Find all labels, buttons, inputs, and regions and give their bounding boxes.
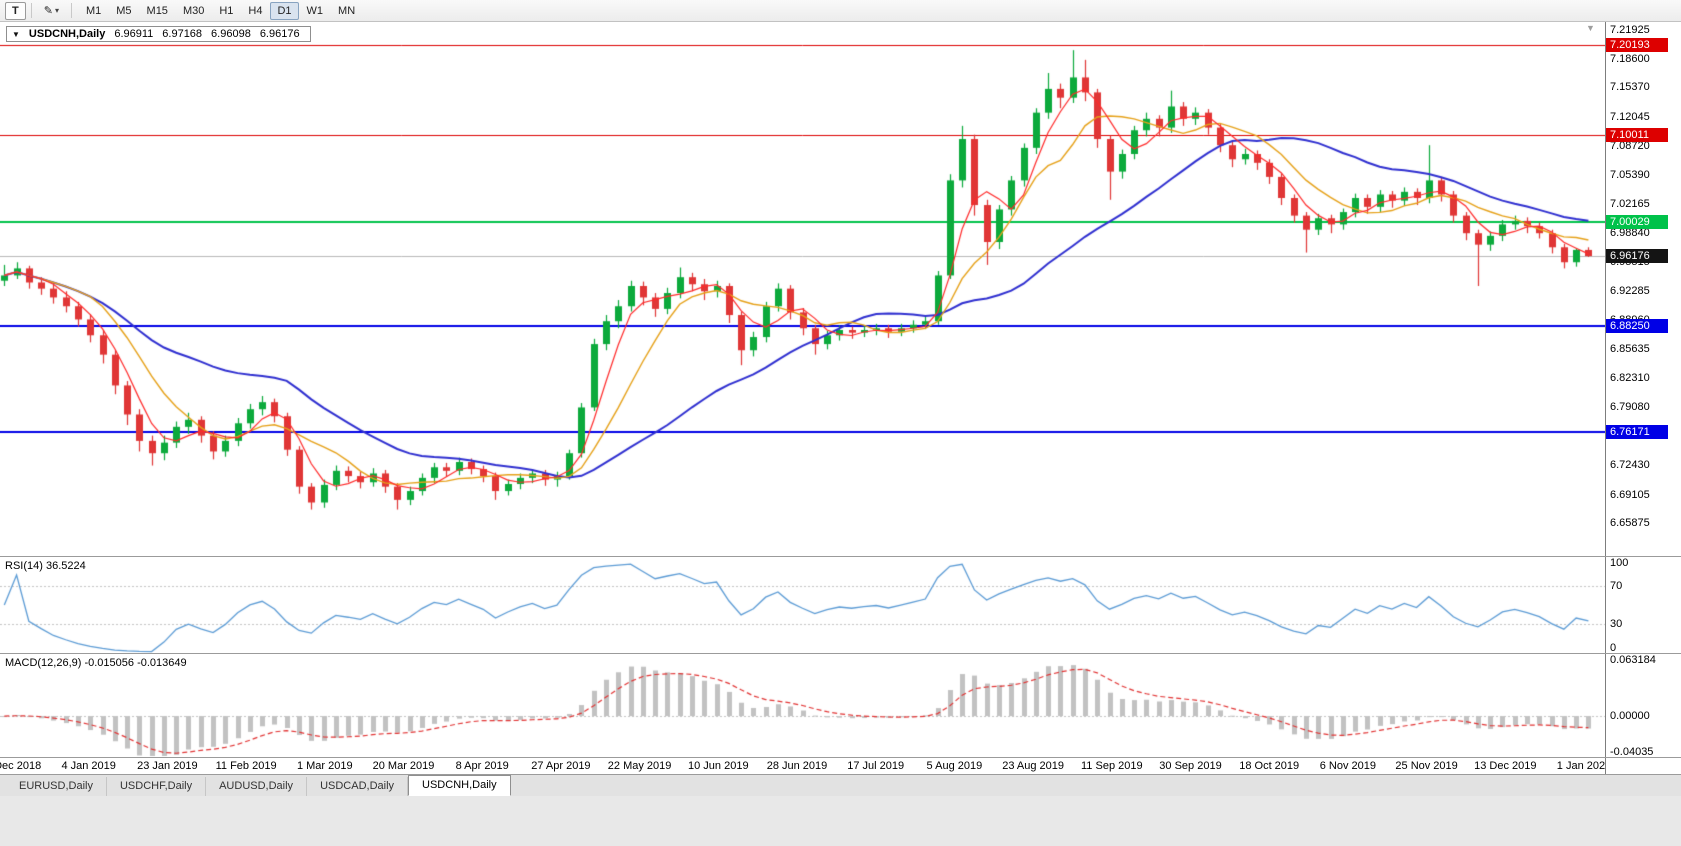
macd-axis-label: 0.063184 xyxy=(1610,654,1656,666)
current-price-badge: 6.96176 xyxy=(1606,249,1668,264)
main-chart-plot[interactable]: ▼ USDCNH,Daily 6.96911 6.97168 6.96098 6… xyxy=(0,22,1605,556)
symbol-title: USDCNH,Daily xyxy=(28,28,106,40)
rsi-axis[interactable]: 100 70 30 0 xyxy=(1605,557,1681,654)
price-axis-label: 6.98840 xyxy=(1610,226,1650,239)
price-axis-label: 6.69105 xyxy=(1610,488,1650,501)
macd-panel: MACD(12,26,9) -0.015056 -0.013649 0.0631… xyxy=(0,653,1681,759)
rsi-panel: RSI(14) 36.5224 100 70 30 0 xyxy=(0,556,1681,654)
timeframe-button-mn[interactable]: MN xyxy=(338,4,356,17)
date-label: 1 Mar 2019 xyxy=(296,760,353,772)
chart-title-box: ▼ USDCNH,Daily 6.96911 6.97168 6.96098 6… xyxy=(6,26,311,42)
rsi-axis-label: 70 xyxy=(1610,579,1623,592)
price-axis-label: 7.02165 xyxy=(1610,197,1650,210)
chart-tab-usdchf-daily[interactable]: USDCHF,Daily xyxy=(107,777,207,796)
chart-tab-usdcnh-daily[interactable]: USDCNH,Daily xyxy=(408,775,511,796)
date-label: 17 Jul 2019 xyxy=(847,760,905,772)
macd-plot[interactable]: MACD(12,26,9) -0.015056 -0.013649 xyxy=(0,654,1605,757)
chevron-down-icon: ▾ xyxy=(54,6,59,15)
price-axis-label: 6.72430 xyxy=(1610,459,1650,472)
timeframe-button-m30[interactable]: M30 xyxy=(182,4,205,17)
date-label: 4 Jan 2019 xyxy=(61,760,116,772)
hline-price-badge: 6.76171 xyxy=(1606,425,1668,440)
timeframe-button-d1[interactable]: D1 xyxy=(270,1,299,20)
rsi-label: RSI(14) 36.5224 xyxy=(5,560,86,572)
timeframe-buttons-group: M1 M5 M15 M30 H1 H4 D1 W1 MN xyxy=(79,1,362,20)
toolbar-separator xyxy=(70,3,72,18)
rsi-axis-label: 30 xyxy=(1610,618,1623,631)
date-axis[interactable]: 17 Dec 2018 4 Jan 2019 23 Jan 2019 11 Feb 2… xyxy=(0,757,1681,774)
hline-price-badge: 7.00029 xyxy=(1606,215,1668,230)
hline-price-badge: 7.20193 xyxy=(1606,37,1668,52)
rsi-plot[interactable]: RSI(14) 36.5224 xyxy=(0,557,1605,653)
rsi-axis-label: 100 xyxy=(1610,557,1629,569)
date-label: 17 Dec 2018 xyxy=(0,760,42,772)
date-label: 8 Apr 2019 xyxy=(455,760,509,772)
date-label: 23 Jan 2019 xyxy=(137,760,198,772)
ohlc-high: 6.97168 xyxy=(162,28,203,40)
price-axis-label: 6.92285 xyxy=(1610,284,1650,297)
price-axis-label: 7.21925 xyxy=(1610,23,1650,36)
price-axis[interactable]: 7.21925 7.18600 7.15370 7.12045 7.08720 7.053… xyxy=(1605,22,1681,556)
price-axis-label: 6.65875 xyxy=(1610,516,1650,529)
date-label: 13 Dec 2019 xyxy=(1474,760,1537,772)
price-axis-label: 6.82310 xyxy=(1610,372,1650,385)
price-axis-label: 7.15370 xyxy=(1610,81,1650,94)
dropdown-triangle-icon[interactable]: ▼ xyxy=(12,29,20,39)
price-axis-label: 6.79080 xyxy=(1610,400,1650,413)
chart-tab-eurusd-daily[interactable]: EURUSD,Daily xyxy=(6,777,107,796)
price-axis-label: 7.05390 xyxy=(1610,169,1650,182)
chart-tab-usdcad-daily[interactable]: USDCAD,Daily xyxy=(307,777,409,796)
main-chart-canvas[interactable] xyxy=(0,22,1605,556)
date-label: 10 Jun 2019 xyxy=(688,760,749,772)
toolbar-separator xyxy=(30,3,32,18)
ohlc-close: 6.96176 xyxy=(259,28,300,40)
ohlc-low: 6.96098 xyxy=(211,28,251,40)
timeframe-button-m5[interactable]: M5 xyxy=(116,4,132,17)
macd-canvas[interactable] xyxy=(0,654,1605,757)
macd-axis[interactable]: 0.063184 0.00000 -0.04035 xyxy=(1605,654,1681,759)
price-axis-label: 6.85635 xyxy=(1610,343,1650,356)
date-label: 20 Mar 2019 xyxy=(372,760,435,772)
date-label: 18 Oct 2019 xyxy=(1239,760,1300,772)
price-axis-label: 7.18600 xyxy=(1610,52,1650,65)
timeframe-button-m15[interactable]: M15 xyxy=(146,4,168,17)
date-label: 22 May 2019 xyxy=(607,760,672,772)
date-label: 11 Feb 2019 xyxy=(215,760,277,772)
date-label: 27 Apr 2019 xyxy=(531,760,591,772)
timeframe-button-h1[interactable]: H1 xyxy=(219,4,234,17)
pencil-icon: ✎ xyxy=(43,5,53,17)
macd-label: MACD(12,26,9) -0.015056 -0.013649 xyxy=(5,657,187,669)
main-chart-panel: ▼ USDCNH,Daily 6.96911 6.97168 6.96098 6… xyxy=(0,22,1681,556)
timeframe-button-h4[interactable]: H4 xyxy=(248,4,263,17)
macd-axis-label: -0.04035 xyxy=(1610,746,1654,759)
window-background xyxy=(0,796,1681,846)
date-label: 30 Sep 2019 xyxy=(1159,760,1222,772)
date-axis-strip[interactable]: 17 Dec 2018 4 Jan 2019 23 Jan 2019 11 Feb 2… xyxy=(0,758,1605,774)
date-axis-corner xyxy=(1605,758,1681,774)
hline-price-badge: 7.10011 xyxy=(1606,127,1668,142)
toolbar: T ✎ ▾ M1 M5 M15 M30 H1 H4 D1 W1 MN xyxy=(0,0,1681,22)
date-label: 6 Nov 2019 xyxy=(1319,760,1377,772)
price-axis-label: 7.12045 xyxy=(1610,110,1650,123)
hline-price-badge: 6.88250 xyxy=(1606,319,1668,334)
chart-tab-audusd-daily[interactable]: AUDUSD,Daily xyxy=(206,777,308,796)
date-label: 25 Nov 2019 xyxy=(1395,760,1458,772)
ohlc-open: 6.96911 xyxy=(114,28,154,40)
timeframe-button-w1[interactable]: W1 xyxy=(306,4,324,17)
macd-axis-label: 0.00000 xyxy=(1610,710,1650,723)
date-label: 28 Jun 2019 xyxy=(766,760,828,772)
draw-tool-button[interactable]: ✎ ▾ xyxy=(37,2,66,20)
date-label: 11 Sep 2019 xyxy=(1081,760,1143,772)
templates-button[interactable]: T xyxy=(5,1,26,20)
date-label: 1 Jan 2020 xyxy=(1556,760,1605,772)
chart-shift-marker[interactable]: ▼ xyxy=(1586,23,1595,33)
rsi-canvas[interactable] xyxy=(0,557,1605,653)
timeframe-button-m1[interactable]: M1 xyxy=(85,4,102,17)
date-label: 5 Aug 2019 xyxy=(926,760,983,772)
chart-tabs-bar: EURUSD,Daily USDCHF,Daily AUDUSD,Daily USDC… xyxy=(0,774,1681,796)
price-axis-label: 7.08720 xyxy=(1610,139,1650,152)
rsi-axis-label: 0 xyxy=(1610,642,1617,654)
date-label: 23 Aug 2019 xyxy=(1002,760,1064,772)
